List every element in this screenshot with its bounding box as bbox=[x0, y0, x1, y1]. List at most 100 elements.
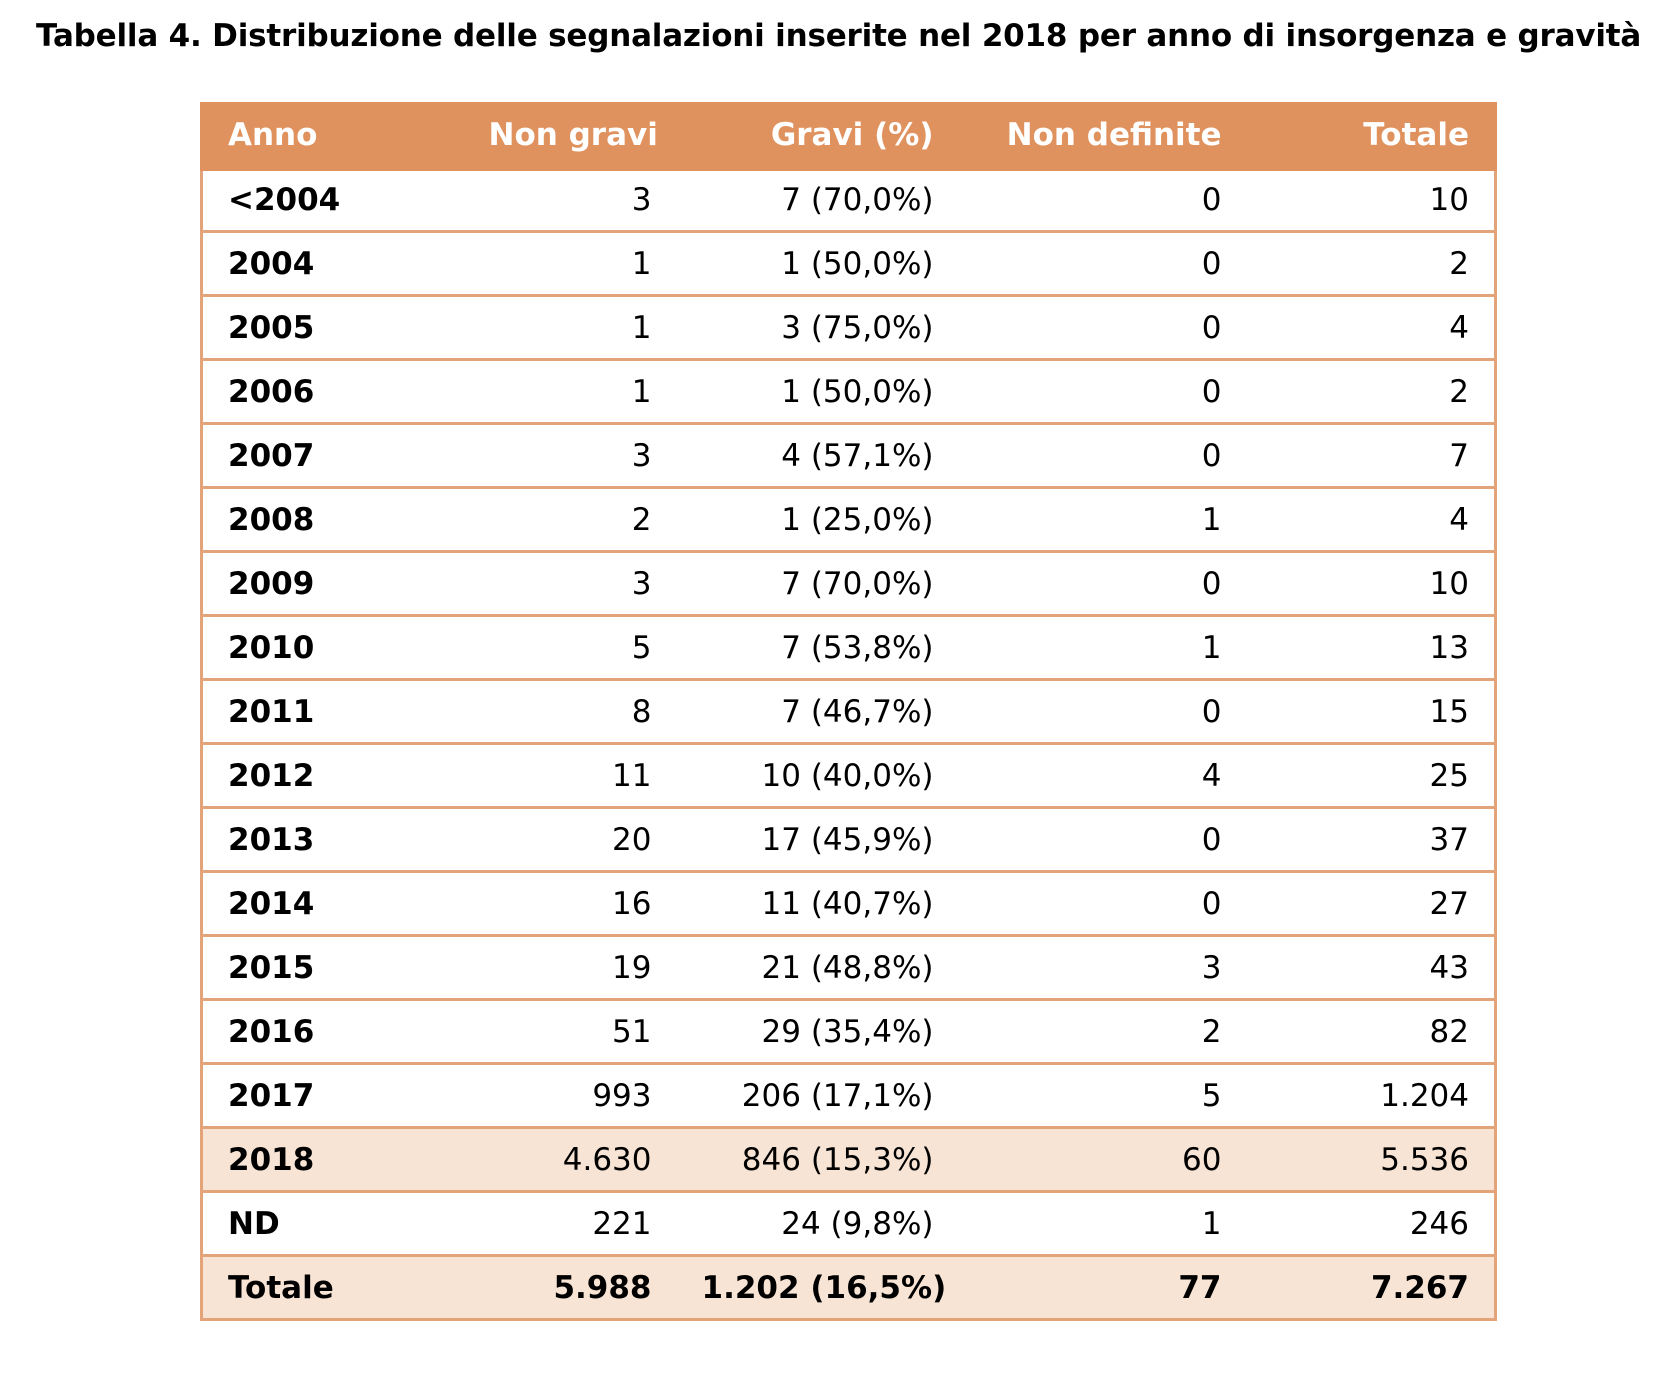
cell-totale: 27 bbox=[1246, 871, 1497, 937]
table-row: <2004 3 7 (70,0%) 0 10 bbox=[200, 167, 1497, 233]
cell-totale: 15 bbox=[1246, 679, 1497, 745]
cell-non-gravi: 993 bbox=[463, 1063, 677, 1129]
header-row: Anno Non gravi Gravi (%) Non definite To… bbox=[200, 102, 1497, 171]
cell-non-definite: 1 bbox=[958, 487, 1247, 553]
header-anno: Anno bbox=[200, 102, 464, 171]
table-row: 2017 993 206 (17,1%) 5 1.204 bbox=[200, 1063, 1497, 1129]
cell-non-gravi: 1 bbox=[463, 295, 677, 361]
cell-gravi: 3 (75,0%) bbox=[676, 295, 959, 361]
cell-totale: 4 bbox=[1246, 487, 1497, 553]
table-row: 2005 1 3 (75,0%) 0 4 bbox=[200, 295, 1497, 361]
cell-totale: 10 bbox=[1246, 167, 1497, 233]
cell-non-definite: 1 bbox=[958, 615, 1247, 681]
total-cell-non-gravi: 5.988 bbox=[463, 1255, 677, 1321]
cell-anno: 2008 bbox=[200, 487, 464, 553]
header-non-gravi: Non gravi bbox=[463, 102, 677, 171]
cell-totale: 5.536 bbox=[1246, 1127, 1497, 1193]
cell-totale: 2 bbox=[1246, 359, 1497, 425]
cell-totale: 25 bbox=[1246, 743, 1497, 809]
cell-non-gravi: 3 bbox=[463, 551, 677, 617]
total-cell-gravi: 1.202 (16,5%) bbox=[676, 1255, 959, 1321]
cell-non-definite: 0 bbox=[958, 551, 1247, 617]
cell-anno: 2018 bbox=[200, 1127, 464, 1193]
cell-non-gravi: 20 bbox=[463, 807, 677, 873]
cell-non-definite: 2 bbox=[958, 999, 1247, 1065]
cell-anno: 2016 bbox=[200, 999, 464, 1065]
table-row: 2007 3 4 (57,1%) 0 7 bbox=[200, 423, 1497, 489]
cell-anno: 2006 bbox=[200, 359, 464, 425]
table-row: 2016 51 29 (35,4%) 2 82 bbox=[200, 999, 1497, 1065]
cell-non-definite: 5 bbox=[958, 1063, 1247, 1129]
cell-non-gravi: 19 bbox=[463, 935, 677, 1001]
cell-gravi: 846 (15,3%) bbox=[676, 1127, 959, 1193]
cell-anno: 2007 bbox=[200, 423, 464, 489]
cell-gravi: 11 (40,7%) bbox=[676, 871, 959, 937]
table-row: 2012 11 10 (40,0%) 4 25 bbox=[200, 743, 1497, 809]
table-row: 2014 16 11 (40,7%) 0 27 bbox=[200, 871, 1497, 937]
cell-anno: 2009 bbox=[200, 551, 464, 617]
cell-gravi: 4 (57,1%) bbox=[676, 423, 959, 489]
cell-anno: 2015 bbox=[200, 935, 464, 1001]
cell-non-definite: 4 bbox=[958, 743, 1247, 809]
table-row: 2009 3 7 (70,0%) 0 10 bbox=[200, 551, 1497, 617]
cell-totale: 13 bbox=[1246, 615, 1497, 681]
cell-totale: 4 bbox=[1246, 295, 1497, 361]
cell-non-definite: 60 bbox=[958, 1127, 1247, 1193]
table-row: 2013 20 17 (45,9%) 0 37 bbox=[200, 807, 1497, 873]
table-row: 2006 1 1 (50,0%) 0 2 bbox=[200, 359, 1497, 425]
cell-non-definite: 3 bbox=[958, 935, 1247, 1001]
table-row: 2018 4.630 846 (15,3%) 60 5.536 bbox=[200, 1127, 1497, 1193]
cell-non-definite: 0 bbox=[958, 167, 1247, 233]
cell-non-definite: 0 bbox=[958, 359, 1247, 425]
cell-non-gravi: 16 bbox=[463, 871, 677, 937]
cell-non-gravi: 1 bbox=[463, 231, 677, 297]
cell-gravi: 1 (50,0%) bbox=[676, 231, 959, 297]
cell-totale: 1.204 bbox=[1246, 1063, 1497, 1129]
cell-anno: 2004 bbox=[200, 231, 464, 297]
cell-non-gravi: 8 bbox=[463, 679, 677, 745]
cell-totale: 246 bbox=[1246, 1191, 1497, 1257]
cell-anno: ND bbox=[200, 1191, 464, 1257]
cell-gravi: 7 (70,0%) bbox=[676, 551, 959, 617]
header-non-definite: Non definite bbox=[958, 102, 1247, 171]
cell-non-definite: 0 bbox=[958, 295, 1247, 361]
cell-gravi: 21 (48,8%) bbox=[676, 935, 959, 1001]
table-row: ND 221 24 (9,8%) 1 246 bbox=[200, 1191, 1497, 1257]
cell-gravi: 7 (46,7%) bbox=[676, 679, 959, 745]
cell-gravi: 17 (45,9%) bbox=[676, 807, 959, 873]
cell-anno: 2014 bbox=[200, 871, 464, 937]
cell-gravi: 1 (50,0%) bbox=[676, 359, 959, 425]
cell-non-gravi: 11 bbox=[463, 743, 677, 809]
total-cell-anno: Totale bbox=[200, 1255, 464, 1321]
cell-non-gravi: 51 bbox=[463, 999, 677, 1065]
cell-totale: 43 bbox=[1246, 935, 1497, 1001]
cell-gravi: 24 (9,8%) bbox=[676, 1191, 959, 1257]
cell-gravi: 7 (70,0%) bbox=[676, 167, 959, 233]
table-title: Tabella 4. Distribuzione delle segnalazi… bbox=[36, 18, 1642, 54]
total-cell-non-definite: 77 bbox=[958, 1255, 1247, 1321]
cell-anno: 2011 bbox=[200, 679, 464, 745]
cell-anno: 2005 bbox=[200, 295, 464, 361]
cell-non-gravi: 3 bbox=[463, 167, 677, 233]
table-row: 2015 19 21 (48,8%) 3 43 bbox=[200, 935, 1497, 1001]
cell-totale: 37 bbox=[1246, 807, 1497, 873]
total-cell-totale: 7.267 bbox=[1246, 1255, 1497, 1321]
cell-anno: 2010 bbox=[200, 615, 464, 681]
cell-non-gravi: 3 bbox=[463, 423, 677, 489]
cell-gravi: 206 (17,1%) bbox=[676, 1063, 959, 1129]
cell-anno: 2012 bbox=[200, 743, 464, 809]
cell-totale: 82 bbox=[1246, 999, 1497, 1065]
cell-gravi: 10 (40,0%) bbox=[676, 743, 959, 809]
table-row: 2004 1 1 (50,0%) 0 2 bbox=[200, 231, 1497, 297]
cell-non-definite: 0 bbox=[958, 871, 1247, 937]
cell-gravi: 7 (53,8%) bbox=[676, 615, 959, 681]
cell-anno: 2013 bbox=[200, 807, 464, 873]
cell-non-definite: 0 bbox=[958, 679, 1247, 745]
cell-non-gravi: 221 bbox=[463, 1191, 677, 1257]
cell-non-definite: 0 bbox=[958, 423, 1247, 489]
data-table: Anno Non gravi Gravi (%) Non definite To… bbox=[200, 102, 1497, 1321]
cell-non-gravi: 2 bbox=[463, 487, 677, 553]
table-row: 2010 5 7 (53,8%) 1 13 bbox=[200, 615, 1497, 681]
cell-non-gravi: 4.630 bbox=[463, 1127, 677, 1193]
total-row: Totale 5.988 1.202 (16,5%) 77 7.267 bbox=[200, 1255, 1497, 1321]
